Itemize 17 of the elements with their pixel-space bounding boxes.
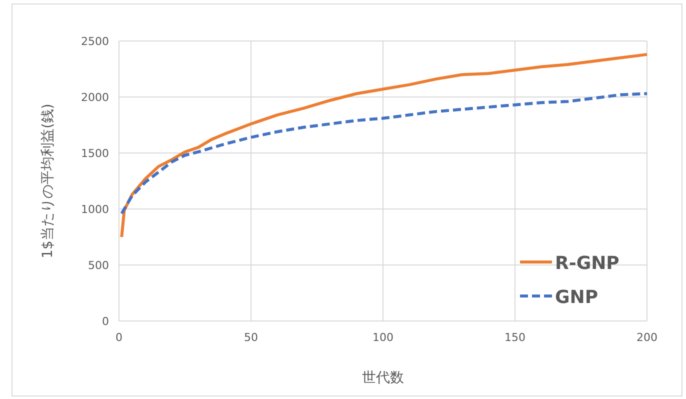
y-axis-title: 1$当たりの平均利益(銭) bbox=[40, 104, 56, 258]
line-series bbox=[120, 92, 648, 215]
x-tick-label: 0 bbox=[116, 331, 122, 344]
y-tick-label: 1000 bbox=[81, 203, 109, 216]
y-tick-label: 0 bbox=[102, 315, 109, 328]
y-tick-label: 2500 bbox=[81, 35, 109, 48]
x-tick-label: 50 bbox=[244, 331, 258, 344]
y-tick-label: 500 bbox=[88, 259, 109, 272]
x-tick-label: 150 bbox=[504, 331, 526, 344]
y-tick-label: 1500 bbox=[81, 147, 109, 160]
x-tick-label: 200 bbox=[636, 331, 658, 344]
x-axis-title: 世代数 bbox=[362, 370, 404, 386]
legend-label: GNP bbox=[555, 287, 598, 308]
legend-label: R-GNP bbox=[555, 253, 620, 274]
y-tick-label: 2000 bbox=[81, 91, 109, 104]
line-series bbox=[120, 52, 648, 238]
x-tick-label: 100 bbox=[372, 331, 394, 344]
